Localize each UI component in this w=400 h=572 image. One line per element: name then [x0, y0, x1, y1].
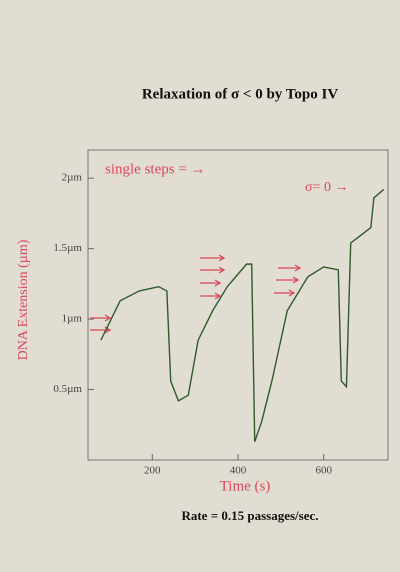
- x-tick-label: 400: [230, 465, 247, 477]
- step-arrows: [90, 254, 302, 334]
- annotation: single steps = →: [105, 161, 206, 177]
- trace-line: [100, 188, 385, 442]
- y-axis-label: DNA Extension (µm): [16, 239, 31, 360]
- chart-title: Relaxation of σ < 0 by Topo IV: [142, 86, 338, 102]
- annotation: σ= 0 →: [305, 180, 348, 195]
- x-tick-label: 600: [315, 465, 332, 477]
- y-tick-label: 1µm: [62, 313, 83, 325]
- y-tick-label: 0.5µm: [53, 383, 82, 395]
- y-tick-label: 2µm: [62, 172, 83, 184]
- y-tick-label: 1.5µm: [53, 242, 82, 254]
- x-axis-label: Time (s): [220, 478, 271, 494]
- footer: Rate = 0.15 passages/sec.: [181, 508, 318, 523]
- x-tick-label: 200: [144, 465, 161, 477]
